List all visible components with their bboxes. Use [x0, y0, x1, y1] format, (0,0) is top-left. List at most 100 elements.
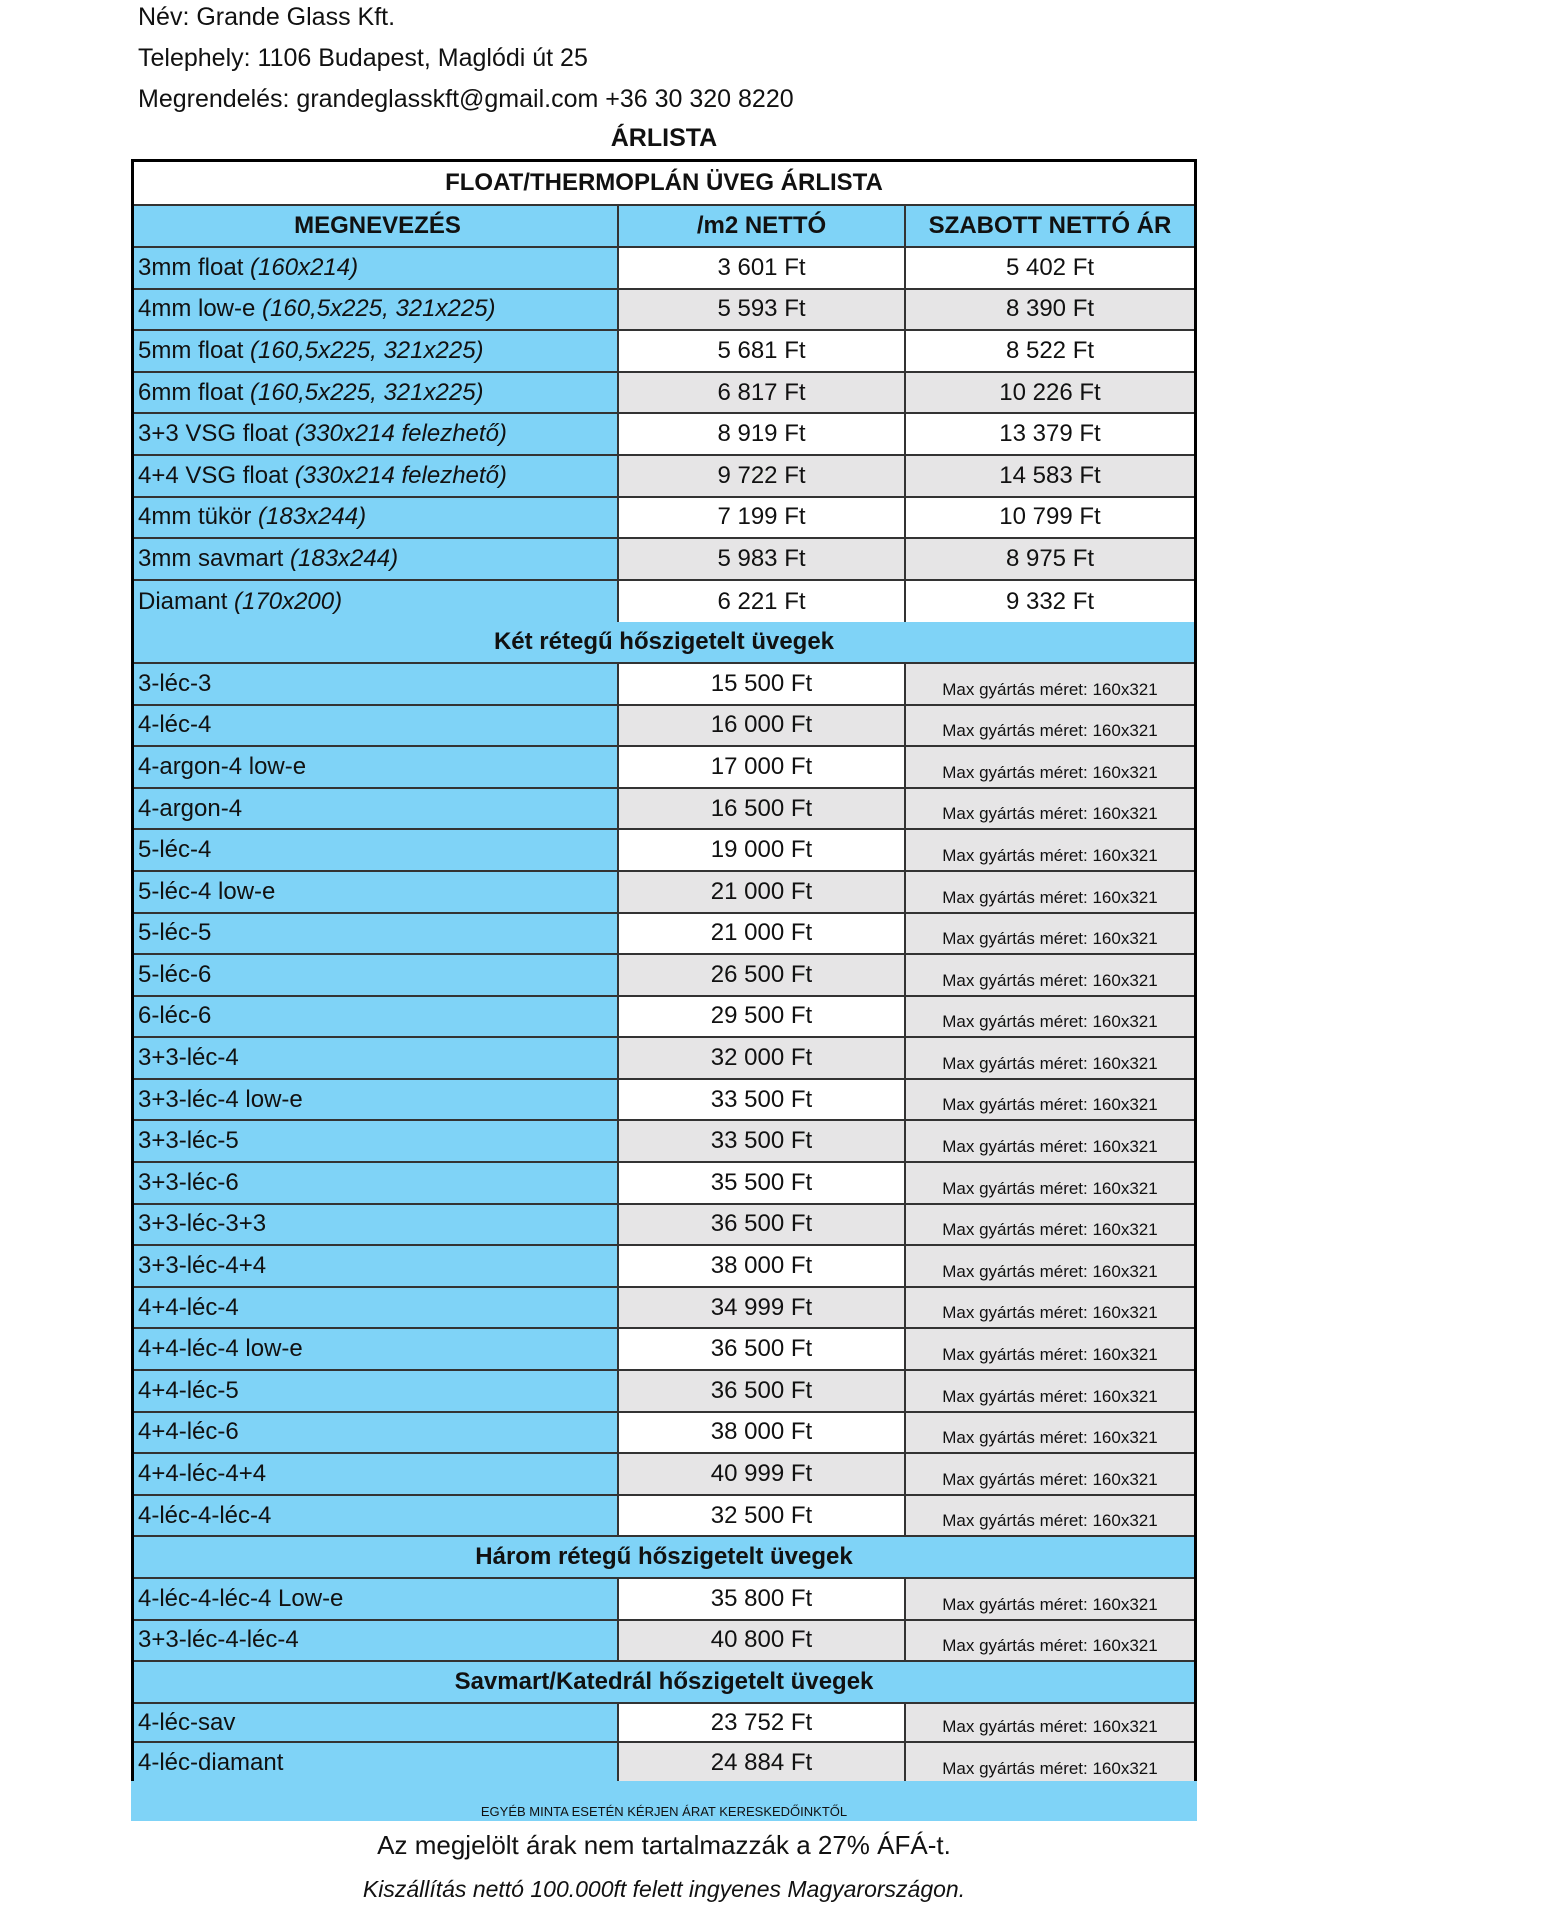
max-size-note: Max gyártás méret: 160x321: [906, 913, 1194, 954]
max-size-note: Max gyártás méret: 160x321: [906, 1038, 1194, 1078]
section-title: Három rétegű hőszigetelt üvegek: [134, 1537, 1194, 1577]
table-row: 3mm float (160x214) 3 601 Ft 5 402 Ft: [134, 248, 1194, 290]
table-row: 4+4 VSG float (330x214 felezhető) 9 722 F…: [134, 455, 1194, 498]
price-per-m2: 33 500 Ft: [619, 1121, 906, 1162]
table-row: 4-léc-4-léc-4 32 500 Ft Max gyártás méret:…: [134, 1495, 1194, 1538]
product-size: (183x244): [258, 503, 367, 531]
section-header-row: Három rétegű hőszigetelt üvegek: [134, 1537, 1194, 1579]
product-name: 3+3-léc-5: [134, 1121, 619, 1162]
cut-price: 10 799 Ft: [999, 503, 1101, 531]
product-name: 4-léc-4: [134, 705, 619, 746]
company-name: Név: Grande Glass Kft.: [138, 3, 396, 31]
price-per-m2: 40 800 Ft: [619, 1620, 906, 1661]
section-header-row: Két rétegű hőszigetelt üvegek: [134, 622, 1194, 664]
price-per-m2: 34 999 Ft: [619, 1287, 906, 1328]
product-size: (330x214 felezhető): [294, 461, 507, 489]
product-name: 3mm float: [138, 253, 251, 281]
max-size-note: Max gyártás méret: 160x321: [906, 996, 1194, 1037]
product-name-cell: 4mm low-e (160,5x225, 321x225): [134, 289, 619, 330]
price-per-m2: 9 722 Ft: [619, 455, 906, 496]
product-name: 5-léc-4: [134, 830, 619, 870]
product-size: (160x214): [250, 253, 359, 281]
product-name-cell: 5mm float (160,5x225, 321x225): [134, 331, 619, 371]
price-per-m2: 32 000 Ft: [619, 1038, 906, 1078]
float-rows: 3mm float (160x214) 3 601 Ft 5 402 Ft 4mm l…: [134, 248, 1194, 623]
product-name-cell: 3mm float (160x214): [134, 248, 619, 288]
table-header-row: MEGNEVEZÉS /m2 NETTÓ SZABOTT NETTÓ ÁR: [134, 206, 1194, 248]
price-per-m2: 16 000 Ft: [619, 705, 906, 746]
product-name-cell: 3mm savmart (183x244): [134, 539, 619, 579]
product-name: 4mm low-e: [138, 295, 263, 323]
price-per-m2: 6 817 Ft: [619, 372, 906, 413]
price-per-m2: 5 983 Ft: [619, 539, 906, 579]
product-name: 4+4-léc-4 low-e: [134, 1329, 619, 1370]
table-row: 3-léc-3 15 500 Ft Max gyártás méret: 160x3…: [134, 663, 1194, 706]
max-size-note: Max gyártás méret: 160x321: [906, 1371, 1194, 1411]
price-per-m2: 5 681 Ft: [619, 331, 906, 371]
price-per-m2: 23 752 Ft: [619, 1703, 906, 1742]
cut-price: 9 332 Ft: [1005, 587, 1095, 615]
price-per-m2: 3 601 Ft: [619, 248, 906, 288]
price-per-m2: 15 500 Ft: [619, 663, 906, 704]
table-row: 6-léc-6 29 500 Ft Max gyártás méret: 160x3…: [134, 996, 1194, 1039]
max-size-note: Max gyártás méret: 160x321: [906, 1163, 1194, 1203]
max-size-note: Max gyártás méret: 160x321: [906, 1121, 1194, 1162]
price-per-m2: 6 221 Ft: [619, 580, 906, 623]
price-per-m2: 35 500 Ft: [619, 1163, 906, 1203]
price-per-m2: 36 500 Ft: [619, 1204, 906, 1245]
price-per-m2: 32 500 Ft: [619, 1495, 906, 1536]
product-name: 5mm float: [138, 336, 251, 364]
max-size-note: Max gyártás méret: 160x321: [906, 1412, 1194, 1453]
table-row: 4-argon-4 low-e 17 000 Ft Max gyártás mére…: [134, 747, 1194, 789]
table-row: 3+3-léc-4-léc-4 40 800 Ft Max gyártás mére…: [134, 1620, 1194, 1663]
product-name: 4-léc-4-léc-4 Low-e: [134, 1579, 619, 1619]
price-per-m2: 40 999 Ft: [619, 1454, 906, 1494]
table-row: 4-argon-4 16 500 Ft Max gyártás méret: 160…: [134, 788, 1194, 831]
max-size-note: Max gyártás méret: 160x321: [906, 1579, 1194, 1619]
price-per-m2: 29 500 Ft: [619, 996, 906, 1037]
cut-price: 8 975 Ft: [906, 539, 1194, 579]
table-row: 5-léc-6 26 500 Ft Max gyártás méret: 160x3…: [134, 955, 1194, 997]
table-row: 4+4-léc-6 38 000 Ft Max gyártás méret: 160…: [134, 1412, 1194, 1455]
product-size: (170x200): [234, 587, 343, 615]
product-name: Diamant: [138, 587, 235, 615]
max-size-note: Max gyártás méret: 160x321: [906, 1329, 1194, 1370]
price-per-m2: 38 000 Ft: [619, 1246, 906, 1286]
product-name: 3+3 VSG float: [138, 420, 295, 448]
insulated-sections: Két rétegű hőszigetelt üvegek 3-léc-3 15 5…: [134, 622, 1194, 1783]
section-title: Savmart/Katedrál hőszigetelt üvegek: [134, 1662, 1194, 1702]
product-name: 4+4-léc-6: [134, 1412, 619, 1453]
max-size-note: Max gyártás méret: 160x321: [906, 1620, 1194, 1661]
table-row: 6mm float (160,5x225, 321x225) 6 817 Ft 10…: [134, 372, 1194, 415]
table-row: 4+4-léc-4+4 40 999 Ft Max gyártás méret: 1…: [134, 1454, 1194, 1496]
product-name: 3-léc-3: [134, 663, 619, 704]
product-name: 4+4-léc-4: [134, 1287, 619, 1328]
product-name: 4-argon-4: [134, 788, 619, 829]
product-size: (160,5x225, 321x225): [250, 336, 484, 364]
order-contact: Megrendelés: grandeglasskft@gmail.com +3…: [138, 85, 794, 113]
page-title: ÁRLISTA: [610, 124, 718, 152]
table-row: 4-léc-diamant 24 884 Ft Max gyártás méret:…: [134, 1743, 1194, 1783]
table-row: 5-léc-5 21 000 Ft Max gyártás méret: 160x3…: [134, 913, 1194, 956]
max-size-note: Max gyártás méret: 160x321: [906, 1743, 1194, 1783]
max-size-note: Max gyártás méret: 160x321: [906, 1204, 1194, 1245]
max-size-note: Max gyártás méret: 160x321: [906, 747, 1194, 787]
section-title: Két rétegű hőszigetelt üvegek: [134, 622, 1194, 662]
product-name: 4-léc-sav: [134, 1703, 619, 1742]
max-size-note: Max gyártás méret: 160x321: [906, 788, 1194, 829]
price-per-m2: 7 199 Ft: [619, 497, 906, 538]
table-title-row: FLOAT/THERMOPLÁN ÜVEG ÁRLISTA: [134, 162, 1194, 206]
table-row: 5-léc-4 low-e 21 000 Ft Max gyártás méret:…: [134, 871, 1194, 914]
product-name: 3mm savmart: [138, 544, 291, 572]
max-size-note: Max gyártás méret: 160x321: [906, 830, 1194, 870]
product-name-cell: 6mm float (160,5x225, 321x225): [134, 372, 619, 413]
table-row: 3+3-léc-5 33 500 Ft Max gyártás méret: 160…: [134, 1121, 1194, 1164]
product-name: 5-léc-5: [134, 913, 619, 954]
product-name-cell: 4+4 VSG float (330x214 felezhető): [134, 455, 619, 496]
cut-price: 8 390 Ft: [906, 289, 1194, 330]
table-row: 4-léc-sav 23 752 Ft Max gyártás méret: 160…: [134, 1703, 1194, 1744]
max-size-note: Max gyártás méret: 160x321: [906, 1079, 1194, 1120]
product-name: 4mm tükör: [138, 503, 259, 531]
cut-price: 10 226 Ft: [906, 372, 1194, 413]
product-name: 3+3-léc-4: [134, 1038, 619, 1078]
